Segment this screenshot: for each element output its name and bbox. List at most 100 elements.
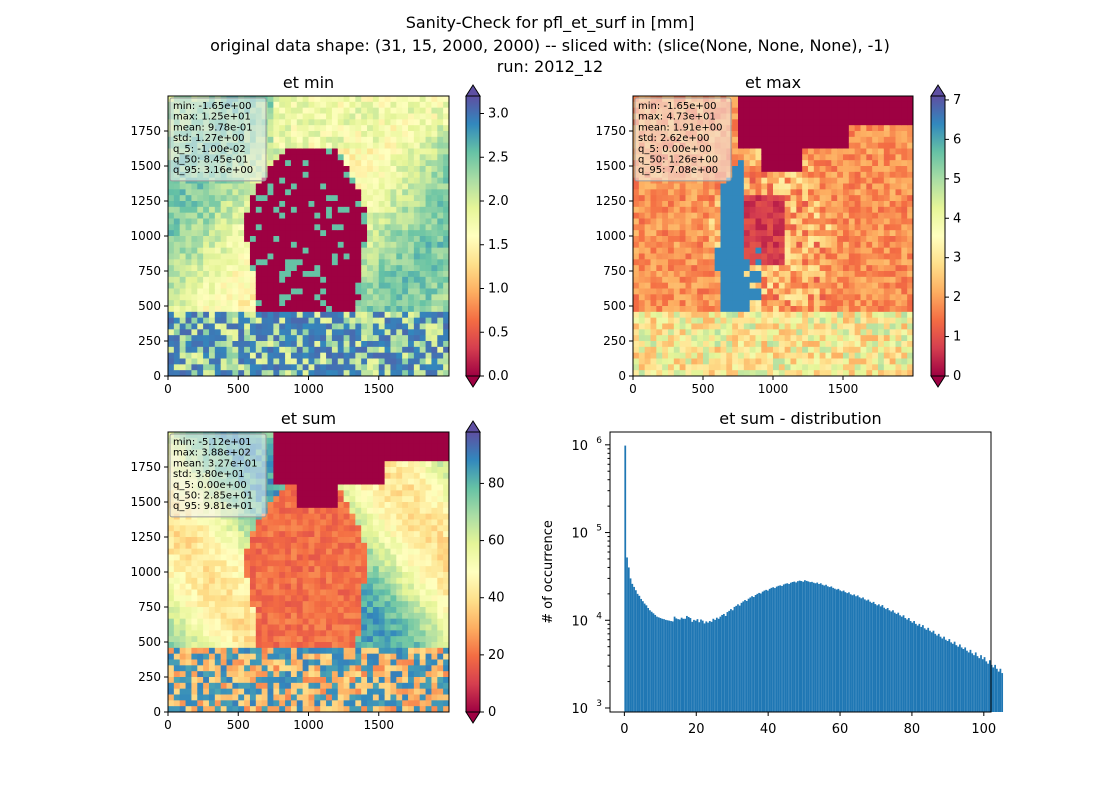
heatmap-cell	[761, 125, 768, 132]
heatmap-cell	[837, 341, 844, 348]
heatmap-cell	[361, 288, 368, 295]
heatmap-cell	[650, 276, 657, 284]
heatmap-cell	[691, 364, 698, 371]
heatmap-cell	[650, 253, 657, 260]
heatmap-cell	[813, 335, 821, 342]
heatmap-cell	[808, 183, 815, 190]
heatmap-cell	[644, 335, 651, 342]
heatmap-cell	[425, 241, 432, 249]
heatmap-cell	[872, 276, 879, 284]
heatmap-cell	[685, 201, 692, 208]
heatmap-cell	[314, 282, 321, 289]
heatmap-cell	[738, 271, 745, 278]
heatmap-cell	[320, 288, 327, 295]
heatmap-cell	[302, 136, 309, 144]
heatmap-cell	[208, 189, 216, 196]
heatmap-cell	[813, 370, 821, 377]
heatmap-cell	[883, 136, 891, 144]
heatmap-cell	[738, 201, 745, 208]
heatmap-cell	[244, 247, 251, 254]
heatmap-cell	[784, 294, 791, 301]
heatmap-cell	[796, 253, 803, 260]
heatmap-cell	[848, 276, 856, 284]
heatmap-cell	[168, 212, 175, 219]
heatmap-cell	[889, 96, 896, 103]
heatmap-cell	[285, 259, 292, 266]
heatmap-cell	[173, 583, 181, 590]
heatmap-cell	[384, 265, 391, 272]
heatmap-cell	[638, 358, 646, 365]
heatmap-cell	[679, 265, 686, 272]
heatmap-cell	[878, 276, 885, 284]
heatmap-cell	[761, 230, 768, 237]
heatmap-cell	[255, 201, 263, 208]
heatmap-cell	[813, 271, 821, 278]
stats-line: std: 2.62e+00	[638, 133, 710, 144]
heatmap-cell	[697, 282, 704, 289]
heatmap-cell	[819, 236, 826, 243]
heatmap-cell	[173, 572, 181, 579]
heatmap-cell	[854, 148, 861, 155]
heatmap-cell	[738, 131, 745, 138]
heatmap-cell	[203, 317, 210, 324]
heatmap-cell	[372, 352, 380, 359]
heatmap-cell	[326, 329, 333, 336]
heatmap-cell	[261, 241, 269, 249]
heatmap-cell	[778, 201, 786, 208]
heatmap-cell	[419, 300, 427, 307]
heatmap-cell	[749, 142, 756, 149]
heatmap-cell	[255, 300, 263, 307]
heatmap-cell	[819, 125, 826, 132]
heatmap-cell	[732, 317, 739, 324]
heatmap-cell	[697, 358, 704, 365]
heatmap-cell	[749, 206, 756, 214]
heatmap-cell	[349, 311, 356, 319]
heatmap-cell	[831, 166, 838, 173]
heatmap-cell	[761, 311, 768, 319]
heatmap-cell	[633, 212, 640, 219]
heatmap-cell	[796, 370, 803, 377]
heatmap-cell	[703, 282, 710, 289]
heatmap-cell	[895, 154, 902, 161]
heatmap-cell	[907, 142, 914, 149]
heatmap-cell	[802, 230, 809, 237]
heatmap-cell	[285, 311, 292, 319]
heatmap-cell	[644, 183, 651, 190]
heatmap-cell	[249, 212, 257, 219]
heatmap-cell	[825, 352, 832, 359]
heatmap-cell	[819, 224, 826, 231]
heatmap-cell	[355, 218, 362, 225]
heatmap-cell	[425, 142, 432, 149]
x-tick-label: 1500	[363, 382, 394, 396]
heatmap-cell	[425, 311, 432, 319]
heatmap-cell	[644, 271, 651, 278]
heatmap-cell	[255, 364, 263, 371]
heatmap-cell	[708, 346, 716, 354]
heatmap-cell	[173, 189, 181, 196]
heatmap-cell	[749, 288, 756, 295]
heatmap-cell	[662, 195, 669, 202]
heatmap-cell	[743, 294, 751, 301]
heatmap-cell	[703, 317, 710, 324]
heatmap-cell	[650, 265, 657, 272]
heatmap-cell	[848, 107, 856, 114]
heatmap-cell	[349, 341, 356, 348]
heatmap-cell	[308, 335, 315, 342]
heatmap-cell	[349, 113, 356, 120]
heatmap-cell	[714, 189, 721, 196]
heatmap-cell	[854, 253, 861, 260]
heatmap-cell	[755, 282, 762, 289]
heatmap-cell	[197, 241, 204, 249]
heatmap-cell	[255, 294, 263, 301]
heatmap-cell	[378, 166, 386, 173]
heatmap-cell	[355, 271, 362, 278]
heatmap-cell	[244, 352, 251, 359]
heatmap-cell	[173, 212, 181, 219]
heatmap-cell	[302, 346, 309, 354]
heatmap-cell	[848, 259, 856, 266]
heatmap-cell	[889, 352, 896, 359]
heatmap-cell	[732, 224, 739, 231]
heatmap-cell	[431, 206, 438, 214]
heatmap-cell	[290, 282, 298, 289]
heatmap-cell	[173, 195, 181, 202]
